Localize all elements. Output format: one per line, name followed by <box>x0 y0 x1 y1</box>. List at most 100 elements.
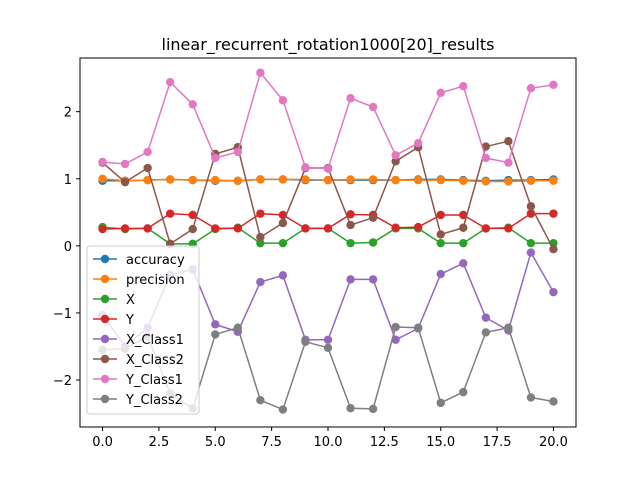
data-point <box>188 210 197 220</box>
data-point <box>413 222 423 232</box>
data-point <box>278 405 288 414</box>
data-point <box>481 142 491 151</box>
data-point <box>459 387 468 397</box>
data-point <box>391 322 400 332</box>
data-point <box>459 223 468 232</box>
legend-item: Y_Class1 <box>93 373 183 388</box>
x-tick-label: 5.0 <box>205 435 226 450</box>
y-axis: −2 −1 0 1 2 <box>53 106 80 389</box>
legend-item: Y <box>93 313 134 328</box>
data-point <box>233 224 243 233</box>
data-point <box>481 313 491 322</box>
y-tick-label: 0 <box>64 240 72 255</box>
data-point <box>526 238 536 248</box>
data-point <box>459 238 468 248</box>
legend-swatch-marker <box>100 394 110 404</box>
data-point <box>549 80 558 90</box>
legend-label: Y_Class2 <box>125 393 183 408</box>
data-point <box>413 139 423 148</box>
legend-label: accuracy <box>126 253 185 268</box>
data-point <box>346 404 355 413</box>
data-point <box>323 175 333 185</box>
data-point <box>391 175 400 185</box>
data-point <box>368 275 378 284</box>
data-point <box>346 275 355 284</box>
data-point <box>278 238 288 248</box>
data-point <box>436 88 445 98</box>
data-point <box>346 238 355 248</box>
data-point <box>301 337 310 346</box>
data-point <box>278 271 288 280</box>
y-tick-label: −2 <box>53 374 72 389</box>
x-tick-label: 2.5 <box>149 435 170 450</box>
data-point <box>256 232 265 242</box>
data-point <box>391 335 400 344</box>
data-point <box>504 136 513 146</box>
data-point <box>526 176 536 185</box>
data-point <box>323 343 333 353</box>
data-point <box>323 224 333 233</box>
data-point <box>323 164 333 173</box>
legend-swatch-marker <box>100 314 110 324</box>
chart-title: linear_recurrent_rotation1000[20]_result… <box>162 35 495 55</box>
data-point <box>459 81 468 91</box>
series-y <box>98 209 558 234</box>
x-tick-label: 10.0 <box>314 435 343 450</box>
series-y-class1 <box>98 68 558 173</box>
data-point <box>120 159 130 169</box>
series-precision <box>98 174 558 186</box>
data-point <box>143 163 152 173</box>
data-point <box>526 393 536 402</box>
data-point <box>301 224 310 233</box>
x-tick-label: 0.0 <box>92 435 113 450</box>
data-point <box>211 175 220 185</box>
x-tick-label: 17.5 <box>483 435 512 450</box>
data-point <box>413 323 423 332</box>
data-point <box>143 224 152 233</box>
data-point <box>211 320 220 329</box>
data-point <box>120 177 130 187</box>
data-point <box>256 277 265 287</box>
data-point <box>256 68 265 77</box>
data-point <box>504 224 513 233</box>
data-point <box>98 224 107 234</box>
legend-label: X_Class2 <box>126 353 184 368</box>
data-point <box>188 224 197 234</box>
legend-item: accuracy <box>93 253 185 268</box>
data-point <box>481 153 491 163</box>
data-point <box>256 238 265 248</box>
data-point <box>211 330 220 339</box>
data-point <box>436 238 445 248</box>
data-point <box>436 269 445 279</box>
data-point <box>143 147 152 157</box>
data-point <box>368 404 378 414</box>
x-tick-label: 7.5 <box>261 435 282 450</box>
data-point <box>504 323 513 332</box>
data-point <box>526 83 536 93</box>
data-point <box>256 175 265 184</box>
data-point <box>188 175 197 185</box>
data-point <box>165 209 175 218</box>
y-tick-label: 1 <box>64 173 72 188</box>
data-point <box>165 175 175 184</box>
legend-item: precision <box>93 273 185 288</box>
data-point <box>549 176 558 185</box>
x-tick-label: 15.0 <box>426 435 455 450</box>
data-point <box>549 245 558 254</box>
data-point <box>549 209 558 218</box>
data-point <box>165 77 175 87</box>
data-point <box>436 230 445 239</box>
data-point <box>323 335 333 344</box>
data-point <box>98 157 107 167</box>
legend-label: X <box>126 293 135 308</box>
data-point <box>278 175 288 184</box>
data-point <box>98 174 107 183</box>
y-tick-label: −1 <box>53 307 72 322</box>
data-point <box>504 177 513 186</box>
data-point <box>346 220 355 230</box>
legend-item: X <box>93 293 135 308</box>
legend-swatch-marker <box>100 354 110 364</box>
legend-swatch-marker <box>100 274 110 284</box>
data-point <box>391 151 400 160</box>
data-point <box>301 163 310 172</box>
